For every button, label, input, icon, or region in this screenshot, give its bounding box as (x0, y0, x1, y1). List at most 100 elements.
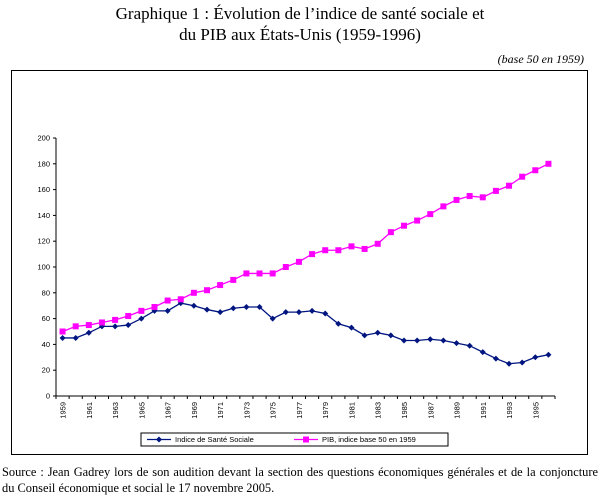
x-tick-label: 1959 (59, 402, 68, 419)
legend: Indice de Santé Sociale PIB, indice base … (140, 432, 449, 447)
data-point (309, 251, 316, 258)
x-tick-label: 1979 (321, 402, 330, 419)
y-tick-label: 40 (42, 340, 50, 349)
data-point (427, 211, 434, 218)
x-tick-label: 1993 (505, 402, 514, 419)
data-point (479, 194, 486, 201)
y-tick-label: 80 (42, 288, 50, 297)
data-point (374, 240, 381, 247)
series-layer (59, 160, 552, 367)
data-point (125, 313, 132, 320)
data-point (243, 270, 250, 277)
y-tick-label: 120 (37, 237, 50, 246)
base-note: (base 50 en 1959) (497, 52, 584, 66)
y-tick-label: 20 (42, 366, 50, 375)
data-point (112, 323, 119, 330)
x-tick-label: 1983 (374, 402, 383, 419)
data-point (269, 315, 276, 322)
data-point (72, 334, 79, 341)
data-point (230, 305, 237, 312)
data-point (506, 360, 513, 367)
data-point (427, 336, 434, 343)
series-1 (59, 300, 552, 367)
y-tick-label: 100 (37, 263, 50, 272)
data-point (256, 303, 263, 310)
data-point (59, 328, 66, 335)
x-tick-label: 1985 (400, 402, 409, 419)
data-point (309, 307, 316, 314)
data-point (440, 203, 447, 210)
data-point (532, 167, 539, 174)
series-2 (59, 160, 552, 335)
data-point (322, 310, 329, 317)
series-line (62, 302, 549, 365)
data-point (387, 229, 394, 236)
data-point (243, 303, 250, 310)
data-point (282, 264, 289, 270)
x-tick-label: 1963 (111, 402, 120, 419)
data-point (190, 302, 197, 309)
data-point (98, 319, 105, 326)
data-point (204, 287, 211, 294)
data-point (361, 332, 368, 339)
title-line-1: Graphique 1 : Évolution de l’indice de s… (115, 4, 485, 23)
data-point (453, 340, 460, 347)
x-tick-label: 1967 (164, 402, 173, 419)
data-point (545, 351, 552, 358)
data-point (492, 187, 499, 194)
data-point (138, 307, 145, 314)
x-tick-label: 1971 (216, 402, 225, 419)
legend-marker (156, 436, 162, 443)
data-point (177, 296, 184, 303)
data-point (164, 297, 171, 304)
data-point (387, 332, 394, 339)
data-point (453, 196, 460, 203)
legend-marker (303, 436, 309, 443)
data-point (545, 160, 552, 167)
x-tick-label: 1981 (347, 402, 356, 419)
data-point (138, 315, 145, 322)
series-line (62, 163, 549, 333)
data-point (230, 276, 237, 283)
data-point (282, 309, 289, 316)
data-point (400, 222, 407, 229)
data-point (295, 309, 302, 316)
data-point (506, 182, 513, 189)
data-point (204, 306, 211, 313)
data-point (466, 193, 473, 200)
data-point (348, 324, 355, 331)
data-point (361, 245, 368, 252)
data-point (532, 354, 539, 361)
data-point (125, 322, 132, 329)
x-tick-label: 1977 (295, 402, 304, 419)
data-point (190, 289, 197, 296)
page-title: Graphique 1 : Évolution de l’indice de s… (0, 3, 600, 45)
x-tick-label: 1989 (453, 402, 462, 419)
y-tick-label: 0 (46, 392, 50, 401)
y-tick-label: 60 (42, 314, 50, 323)
title-line-2: du PIB aux États-Unis (1959-1996) (179, 25, 421, 44)
data-point (374, 329, 381, 336)
data-point (256, 270, 263, 277)
data-point (322, 247, 329, 254)
data-point (440, 337, 447, 344)
legend-label: PIB, indice base 50 en 1959 (322, 435, 416, 444)
line-chart: 0 20 40 60 80 100 120 140 160 180 200 1959 1961 1963 1… (37, 134, 556, 447)
data-point (519, 173, 526, 180)
data-point (72, 323, 79, 330)
data-point (59, 334, 66, 341)
axes: 0 20 40 60 80 100 120 140 160 180 200 1959 1961 1963 1… (37, 134, 556, 419)
y-tick-label: 160 (37, 185, 50, 194)
data-point (335, 320, 342, 327)
legend-label: Indice de Santé Sociale (175, 435, 254, 444)
data-point (466, 342, 473, 349)
x-tick-label: 1969 (190, 402, 199, 419)
data-point (414, 217, 421, 224)
data-point (348, 243, 355, 250)
x-tick-label: 1965 (137, 402, 146, 419)
data-point (151, 307, 158, 314)
y-tick-label: 200 (37, 134, 50, 143)
data-point (151, 303, 158, 310)
data-point (217, 309, 224, 316)
data-point (414, 337, 421, 344)
